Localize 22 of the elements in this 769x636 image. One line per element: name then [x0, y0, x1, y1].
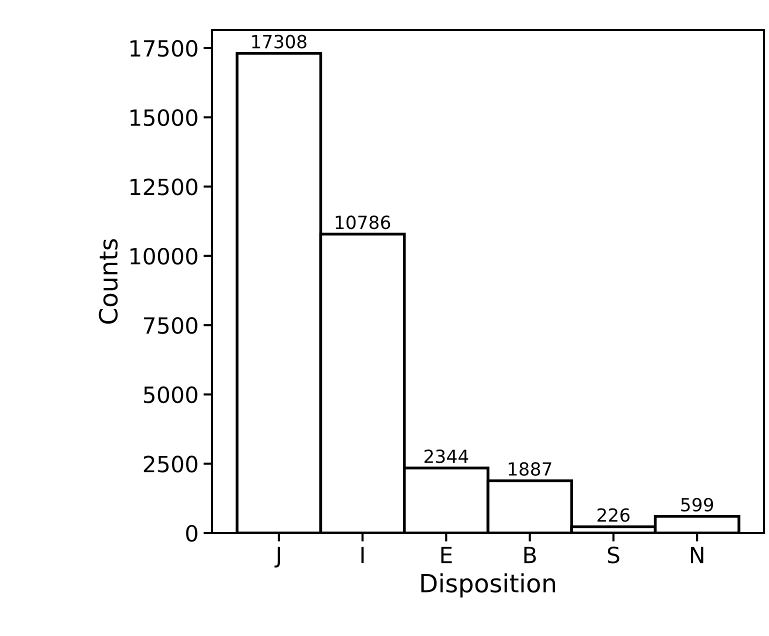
data-label: 17308	[252, 34, 306, 48]
x-tick-label: S	[608, 546, 620, 564]
y-tick-label: 7500	[144, 317, 198, 334]
x-tick-label: I	[361, 546, 364, 564]
data-label: 2344	[424, 449, 468, 464]
y-tick-label: 17500	[130, 40, 198, 57]
x-axis-title: Disposition	[421, 573, 555, 598]
data-label: 1887	[508, 462, 552, 476]
y-tick-label: 10000	[130, 248, 198, 265]
data-label: 10786	[336, 216, 390, 230]
x-tick-label: B	[524, 546, 536, 564]
y-axis-title: Counts	[98, 239, 118, 324]
y-tick-label: 2500	[144, 456, 198, 472]
y-tick-label: 5000	[144, 386, 198, 404]
y-tick-label: 12500	[130, 178, 198, 196]
x-tick-label: N	[690, 546, 704, 564]
x-tick-label: J	[274, 546, 280, 568]
data-label: 226	[598, 508, 630, 522]
y-tick-label: 0	[186, 524, 198, 542]
y-tick-label: 15000	[130, 109, 198, 126]
x-tick-label: E	[441, 546, 452, 564]
data-label: 599	[681, 498, 714, 512]
